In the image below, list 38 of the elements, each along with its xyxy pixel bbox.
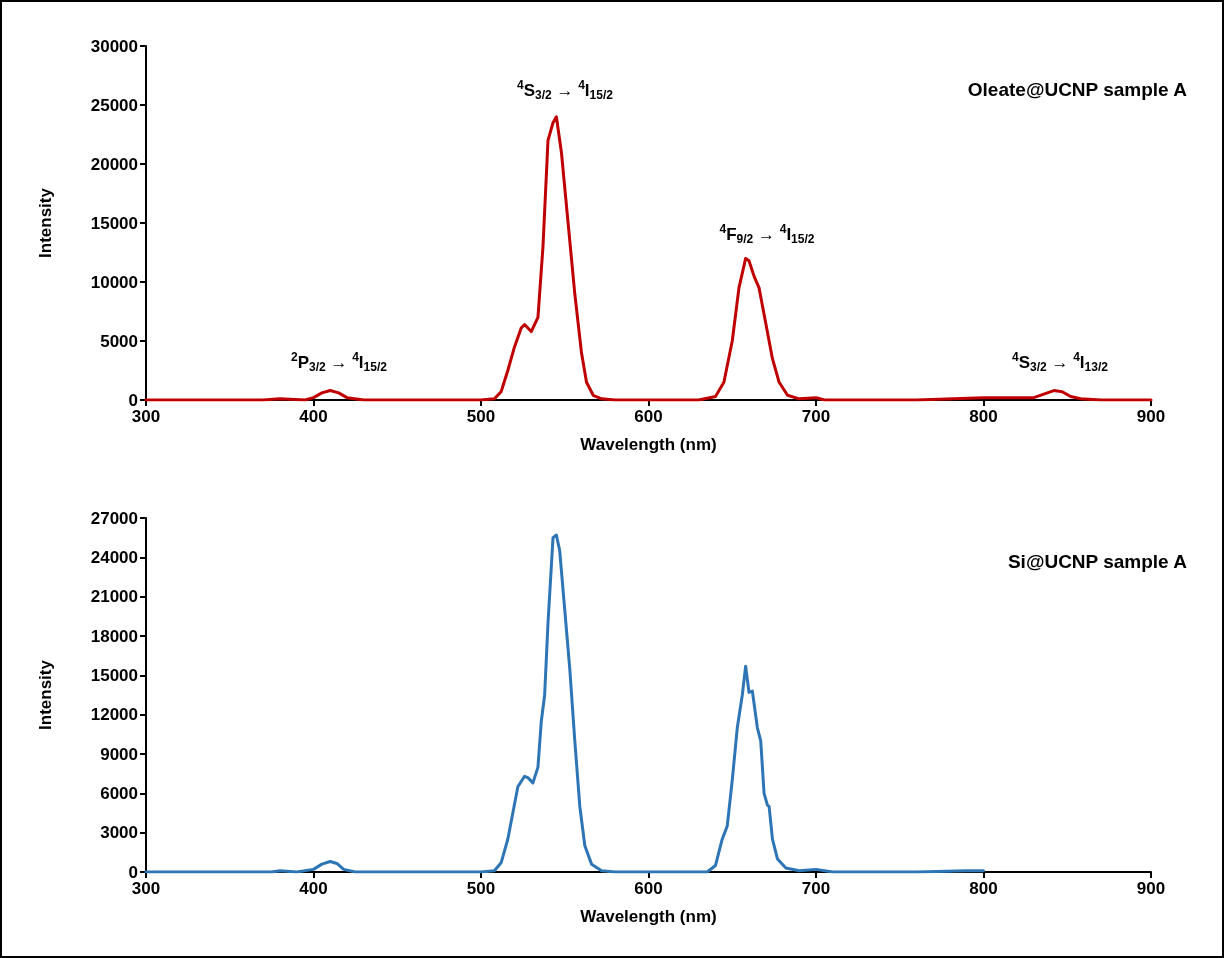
y-tick-label: 30000 bbox=[90, 36, 138, 56]
x-tick-label: 500 bbox=[466, 407, 496, 426]
x-axis-title: Wavelength (nm) bbox=[580, 907, 717, 926]
x-tick-label: 600 bbox=[634, 879, 663, 898]
text: Oleate@UCNP sample A bbox=[967, 79, 1188, 100]
x-axis-title: Wavelength (nm) bbox=[580, 435, 717, 454]
y-axis-title: Intensity bbox=[36, 187, 55, 258]
x-tick-label: 300 bbox=[131, 879, 161, 898]
x-tick-label: 800 bbox=[969, 407, 998, 426]
y-tick-label: 3000 bbox=[100, 823, 138, 843]
y-tick-label: 6000 bbox=[100, 783, 138, 803]
y-tick-label: 27000 bbox=[90, 508, 138, 528]
y-tick-label: 18000 bbox=[90, 626, 138, 646]
x-tick-label: 400 bbox=[299, 407, 328, 426]
y-tick-label: 20000 bbox=[90, 154, 138, 174]
x-tick-label: 700 bbox=[801, 879, 831, 898]
y-tick-label: 24000 bbox=[90, 547, 138, 567]
y-tick-label: 15000 bbox=[90, 213, 138, 233]
y-tick-label: 21000 bbox=[90, 587, 138, 607]
x-tick-label: 500 bbox=[466, 879, 496, 898]
y-tick-label: 15000 bbox=[90, 665, 138, 685]
y-tick-label: 25000 bbox=[90, 95, 138, 115]
y-tick-label: 9000 bbox=[100, 744, 138, 764]
x-tick-label: 300 bbox=[131, 407, 161, 426]
y-tick-label: 10000 bbox=[90, 272, 138, 292]
y-axis-title: Intensity bbox=[36, 659, 55, 730]
x-tick-label: 400 bbox=[299, 879, 328, 898]
y-tick-label: 5000 bbox=[100, 331, 138, 351]
y-tick-label: 12000 bbox=[90, 705, 138, 725]
line-series bbox=[144, 533, 985, 874]
x-tick-label: 700 bbox=[801, 407, 831, 426]
y-tick-label: 0 bbox=[128, 390, 138, 410]
x-tick-label: 600 bbox=[634, 407, 663, 426]
x-tick-label: 900 bbox=[1136, 407, 1166, 426]
x-tick-label: 800 bbox=[969, 879, 998, 898]
x-tick-label: 900 bbox=[1136, 879, 1166, 898]
text: Si@UCNP sample A bbox=[1007, 551, 1188, 572]
y-tick-label: 0 bbox=[128, 862, 138, 882]
